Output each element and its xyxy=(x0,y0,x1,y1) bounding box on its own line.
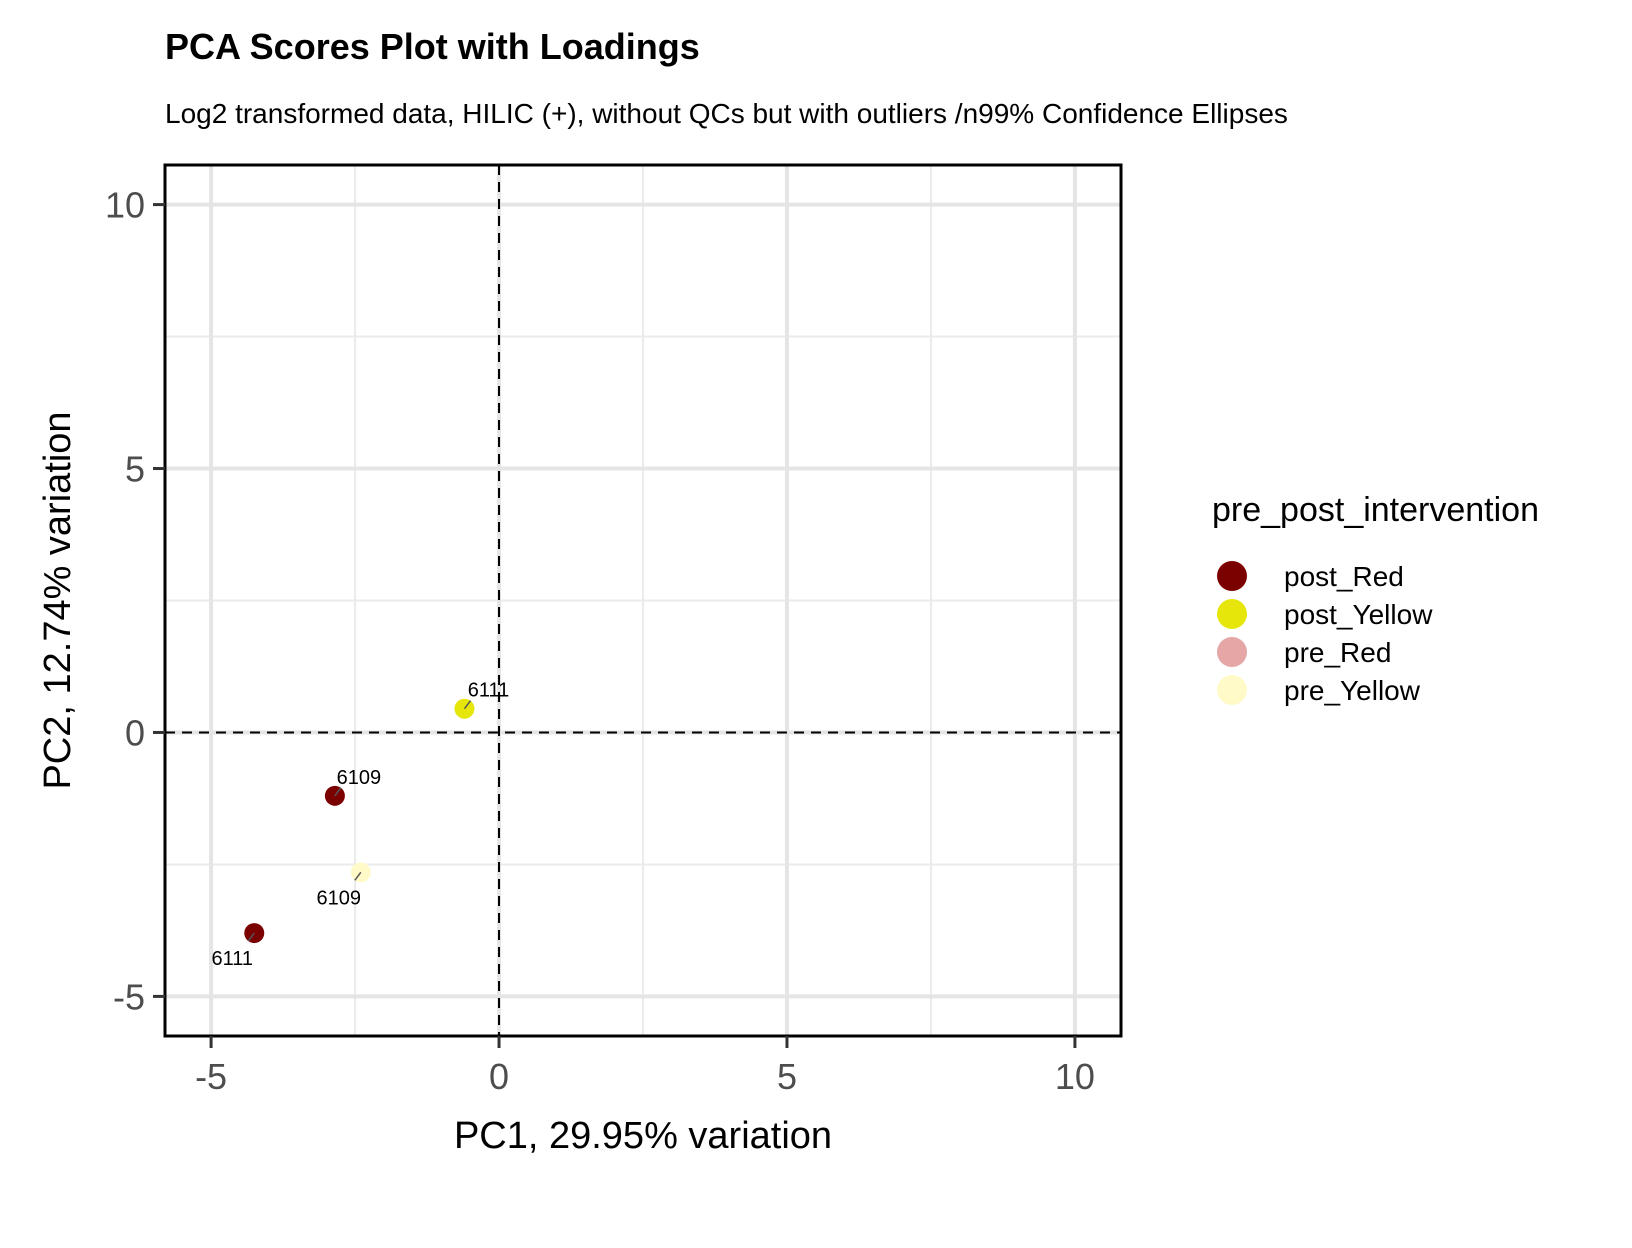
legend-title: pre_post_intervention xyxy=(1212,491,1539,529)
axes: -5 0 5 10 -5 0 5 10 xyxy=(105,185,1095,1097)
chart-subtitle: Log2 transformed data, HILIC (+), withou… xyxy=(165,98,1288,129)
legend-key-post_Red xyxy=(1217,561,1247,591)
x-axis-title: PC1, 29.95% variation xyxy=(454,1115,832,1157)
chart-title: PCA Scores Plot with Loadings xyxy=(165,26,700,67)
point-label: 6111 xyxy=(211,948,253,970)
legend-key-post_Yellow xyxy=(1217,599,1247,629)
reference-lines xyxy=(165,165,1121,1036)
x-tick-label: -5 xyxy=(195,1056,227,1097)
label-leader-line xyxy=(463,700,472,710)
legend-label-pre_Yellow: pre_Yellow xyxy=(1284,675,1421,706)
label-leader-line xyxy=(354,871,362,881)
legend: pre_post_intervention post_Red post_Yello… xyxy=(1212,491,1539,706)
y-tick-label: 10 xyxy=(105,185,145,226)
point-label: 6109 xyxy=(317,887,362,909)
legend-key-pre_Yellow xyxy=(1217,675,1247,705)
y-tick-label: 0 xyxy=(125,712,145,753)
legend-label-post_Yellow: post_Yellow xyxy=(1284,599,1433,630)
x-tick-label: 10 xyxy=(1055,1056,1095,1097)
point-label: 6109 xyxy=(337,767,382,789)
legend-label-post_Red: post_Red xyxy=(1284,561,1404,592)
data-point-post_Red xyxy=(244,923,265,944)
label-leader-line xyxy=(247,932,255,942)
y-tick-label: 5 xyxy=(125,449,145,490)
point-label: 6111 xyxy=(468,680,510,702)
legend-label-pre_Red: pre_Red xyxy=(1284,637,1391,668)
x-tick-label: 0 xyxy=(489,1056,509,1097)
legend-key-pre_Red xyxy=(1217,637,1247,667)
x-tick-label: 5 xyxy=(777,1056,797,1097)
label-leader-line xyxy=(334,787,342,797)
data-points: 6111 6109 6109 6111 xyxy=(211,680,509,970)
plot-panel-border xyxy=(163,163,1123,1038)
grid-lines xyxy=(165,165,1121,1036)
y-tick-label: -5 xyxy=(113,976,145,1017)
y-axis-title: PC2, 12.74% variation xyxy=(37,411,79,789)
